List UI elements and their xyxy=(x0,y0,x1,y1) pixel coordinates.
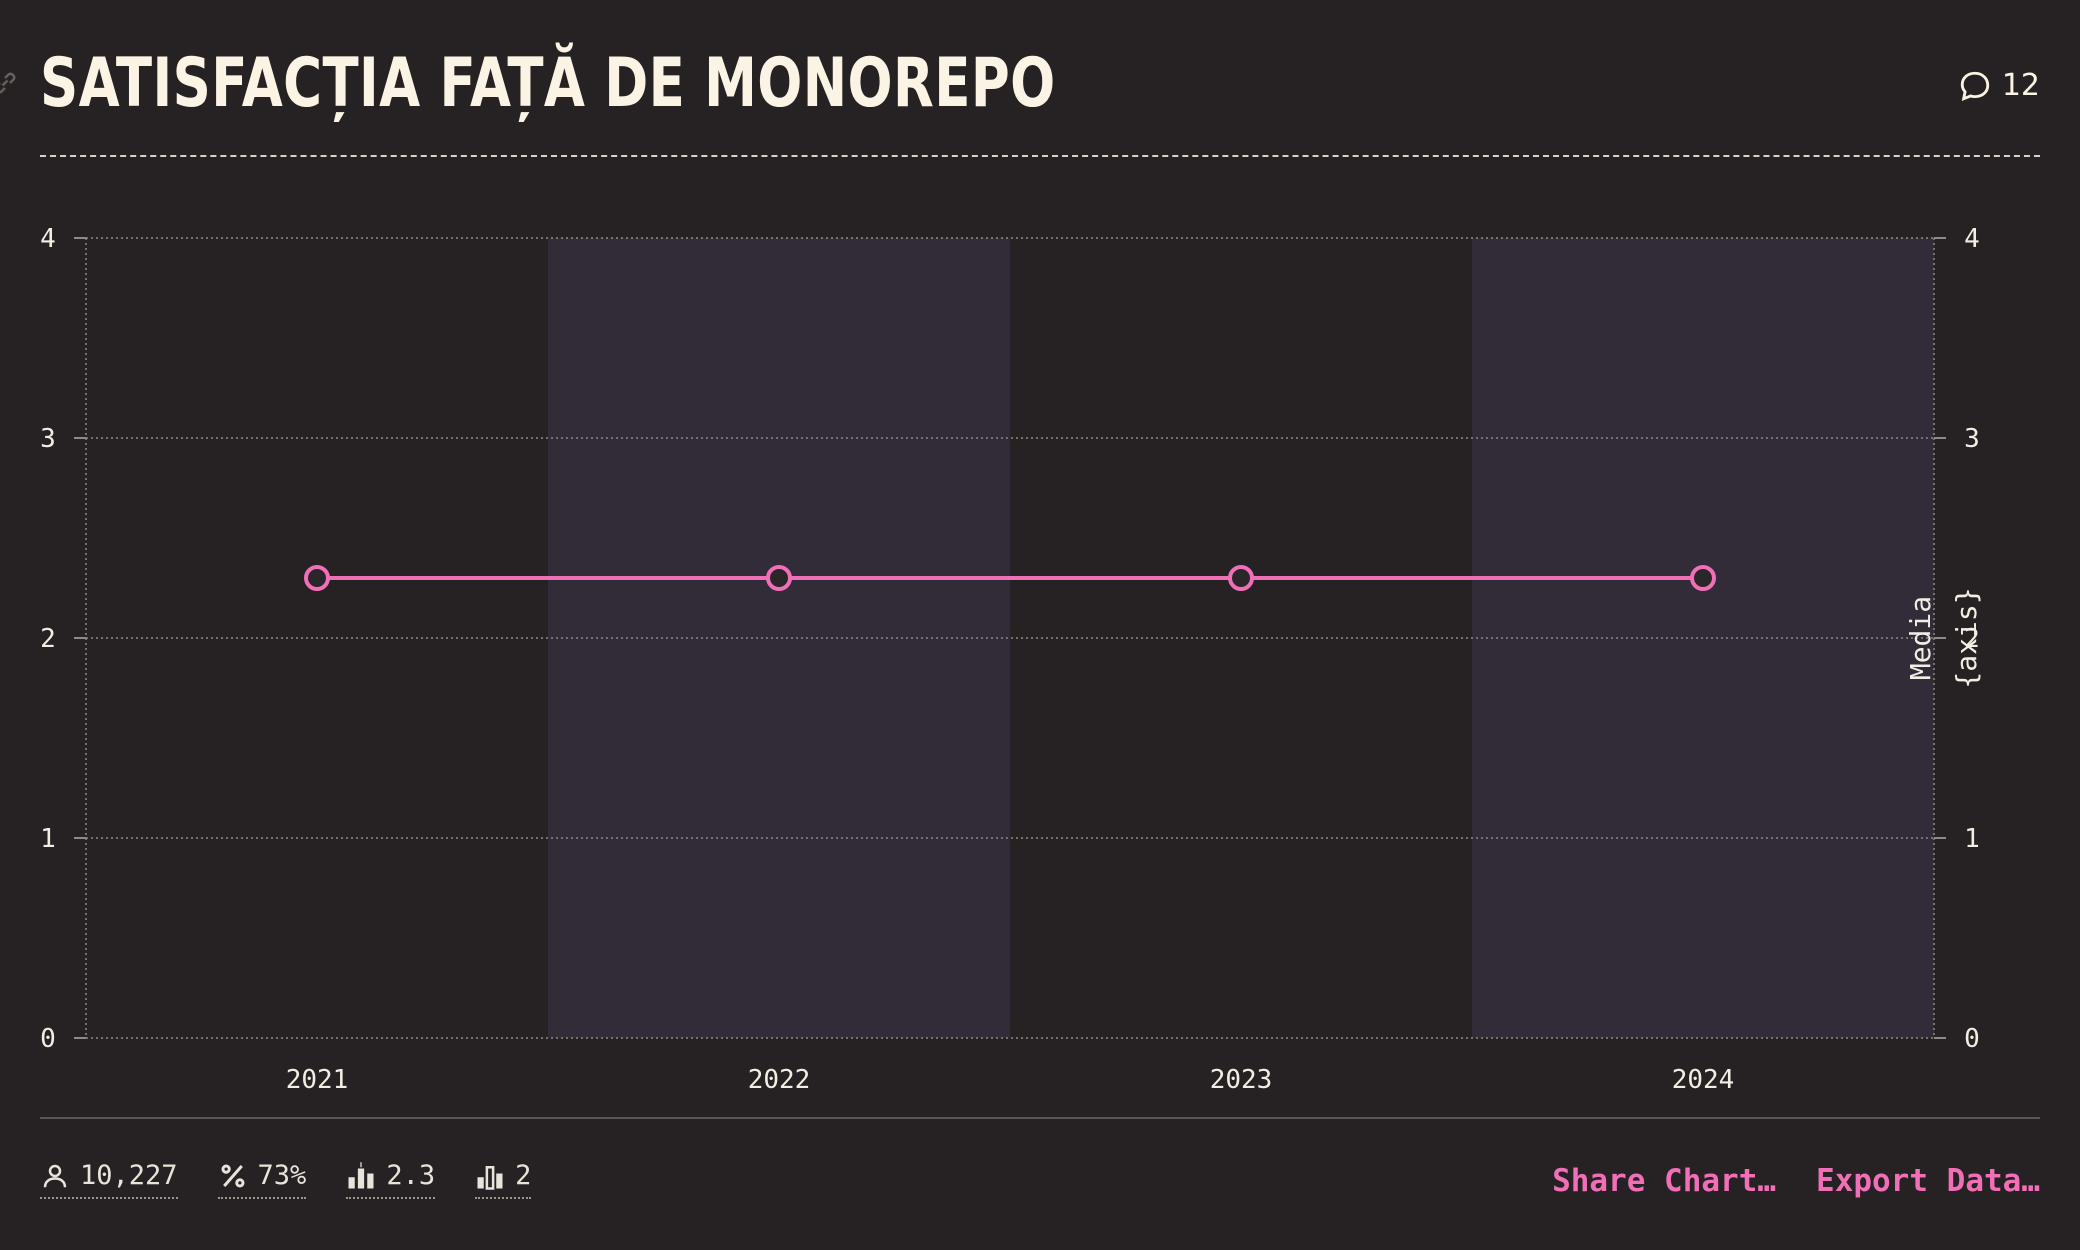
data-point xyxy=(1690,565,1716,591)
stats-bar: 10,227 73% 2.3 2 xyxy=(40,1160,532,1199)
share-chart-button[interactable]: Share Chart… xyxy=(1552,1163,1777,1199)
link-icon[interactable] xyxy=(0,68,20,98)
percent-icon xyxy=(221,1164,245,1187)
export-data-button[interactable]: Export Data… xyxy=(1816,1163,2040,1199)
y-tick-label-right: 0 xyxy=(1964,1024,1980,1054)
average-icon xyxy=(348,1161,374,1188)
data-point xyxy=(766,565,792,591)
stat-average[interactable]: 2.3 xyxy=(346,1160,436,1199)
y-axis-right-title: Media {axis} xyxy=(1904,587,1983,688)
stat-average-value: 2.3 xyxy=(386,1160,436,1191)
x-axis: 2021 2022 2023 2024 xyxy=(286,1065,1735,1095)
y-tick-label-left: 3 xyxy=(40,424,56,454)
y-tick-label-right: 3 xyxy=(1964,424,1980,454)
grid-lines xyxy=(74,237,1946,1039)
comments-button[interactable]: 12 xyxy=(1958,68,2040,103)
title-divider xyxy=(40,155,2040,157)
stat-respondents-value: 10,227 xyxy=(80,1160,178,1191)
footer-divider xyxy=(40,1117,2040,1119)
median-icon xyxy=(477,1165,503,1190)
data-point xyxy=(304,565,330,591)
y-tick-label-left: 0 xyxy=(40,1024,56,1054)
series xyxy=(304,565,1716,591)
line-chart: 0 1 2 3 4 0 1 2 3 4 2021 2022 2023 2024 Media {axis} xyxy=(40,224,1983,1095)
y-tick-label-left: 4 xyxy=(40,224,56,254)
respondents-icon xyxy=(43,1164,67,1187)
stat-percent-value: 73% xyxy=(257,1160,307,1191)
x-tick-label: 2024 xyxy=(1672,1065,1735,1095)
y-axis-right-title-line: Media xyxy=(1904,596,1937,680)
stat-respondents[interactable]: 10,227 xyxy=(40,1160,178,1199)
x-tick-label: 2023 xyxy=(1210,1065,1273,1095)
stat-median-value: 2 xyxy=(515,1160,532,1191)
y-tick-label-left: 2 xyxy=(40,624,56,654)
comment-count: 12 xyxy=(2001,68,2040,103)
x-tick-label: 2021 xyxy=(286,1065,349,1095)
stat-percent[interactable]: 73% xyxy=(217,1160,307,1199)
y-tick-label-left: 1 xyxy=(40,824,56,854)
y-axis-right: 0 1 2 3 4 xyxy=(1964,224,1980,1054)
y-axis-right-title-line: {axis} xyxy=(1950,587,1983,688)
comment-bubble-icon xyxy=(1960,71,1989,101)
y-tick-label-right: 4 xyxy=(1964,224,1980,254)
x-tick-label: 2022 xyxy=(748,1065,811,1095)
chart-actions: Share Chart… Export Data… xyxy=(1552,1163,2040,1199)
y-tick-label-right: 2 xyxy=(1964,624,1980,654)
stat-median[interactable]: 2 xyxy=(475,1160,532,1199)
y-axis-left: 0 1 2 3 4 xyxy=(40,224,56,1054)
y-tick-label-right: 1 xyxy=(1964,824,1980,854)
page-title: SATISFACȚIA FAȚĂ DE MONOREPO xyxy=(40,44,1056,123)
data-point xyxy=(1228,565,1254,591)
